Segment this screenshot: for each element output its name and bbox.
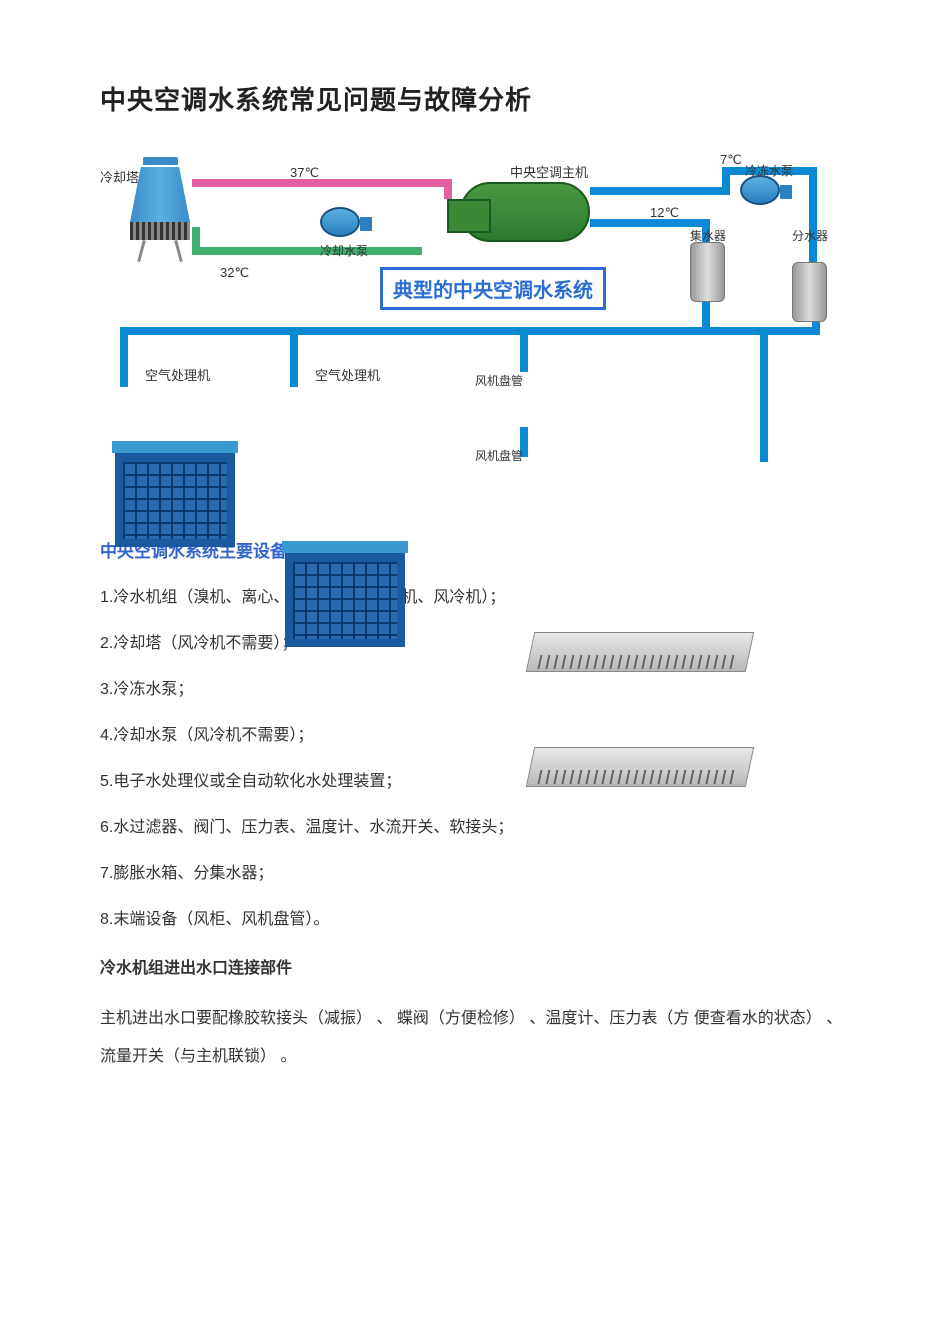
label-fcu1: 风机盘管: [475, 372, 523, 389]
pipe-fcu-ret: [760, 327, 768, 462]
page-title: 中央空调水系统常见问题与故障分析: [100, 80, 845, 117]
list-item: 3.冷冻水泵；: [100, 678, 845, 702]
label-temp-32: 32℃: [220, 265, 249, 281]
label-ahu2: 空气处理机: [315, 365, 380, 384]
pipe-dist-col: [702, 302, 710, 335]
pipe-dist-top: [120, 327, 820, 335]
pipe-chilled-ret: [590, 219, 710, 227]
cooling-pump-icon: [320, 207, 360, 237]
pipe-dist-sep: [812, 322, 820, 335]
list-item: 4.冷却水泵（风冷机不需要）；: [100, 724, 845, 748]
label-ahu1: 空气处理机: [145, 365, 210, 384]
pipe-cooling-supply: [192, 247, 422, 255]
section2-body: 主机进出水口要配橡胶软接头（减振） 、 蝶阀（方便检修） 、温度计、压力表（方 …: [100, 1000, 845, 1077]
chiller-icon: [460, 182, 590, 242]
pipe-fcu1-v: [520, 327, 528, 372]
list-item: 6.水过滤器、阀门、压力表、温度计、水流开关、软接头；: [100, 816, 845, 840]
pipe-ahu2-v: [290, 327, 298, 387]
section2-heading: 冷水机组进出水口连接部件: [100, 954, 845, 978]
label-temp-7: 7℃: [720, 152, 742, 168]
label-cooling-pump: 冷却水泵: [320, 242, 368, 259]
fcu2-icon: [526, 747, 755, 787]
diagram-title: 典型的中央空调水系统: [393, 280, 593, 302]
collector-icon: [690, 242, 725, 302]
pipe-cooling-return-v: [444, 179, 452, 199]
system-diagram: 冷却塔 37℃ 32℃ 7℃ 12℃ 冷却水泵 中央空调主机 冷冻水泵 集水器 …: [100, 147, 845, 497]
ahu2-icon: [285, 547, 405, 647]
label-chiller: 中央空调主机: [510, 162, 588, 181]
pipe-cooling-return: [192, 179, 452, 187]
diagram-title-box: 典型的中央空调水系统: [380, 267, 606, 310]
list-item: 1.冷水机组（溴机、离心、水冷螺杆、活塞机、风冷机）；: [100, 586, 845, 610]
label-chilled-pump: 冷冻水泵: [745, 162, 793, 179]
ahu1-icon: [115, 447, 235, 547]
label-cooling-tower: 冷却塔: [100, 167, 139, 186]
pipe-cooling-supply-v: [192, 227, 200, 255]
separator-icon: [792, 262, 827, 322]
fcu1-icon: [526, 632, 755, 672]
pipe-chilled-2v: [809, 167, 817, 267]
chilled-pump-icon: [740, 175, 780, 205]
label-collector: 集水器: [690, 227, 726, 244]
list-item: 7.膨胀水箱、分集水器；: [100, 862, 845, 886]
pipe-chilled-1: [590, 187, 730, 195]
label-separator: 分水器: [792, 227, 828, 244]
label-fcu2: 风机盘管: [475, 447, 523, 464]
pipe-ahu1-v: [120, 327, 128, 387]
list-item: 8.末端设备（风柜、风机盘管）。: [100, 908, 845, 932]
